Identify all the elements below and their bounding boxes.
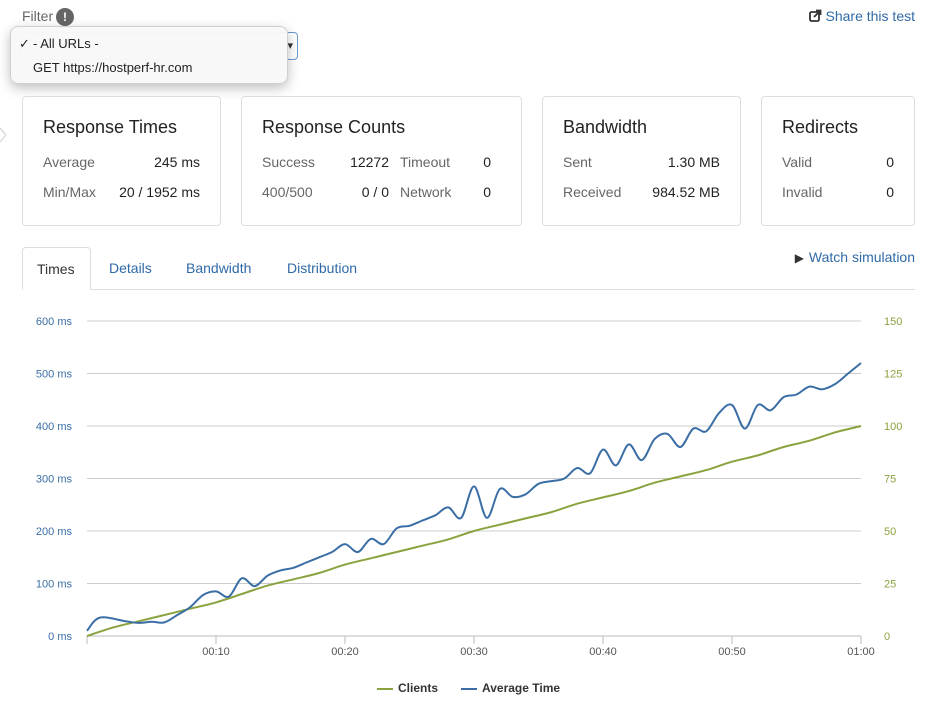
average-time-series-line (86, 362, 862, 632)
legend-item-average-time[interactable]: Average Time (461, 681, 560, 695)
bandwidth-card: Bandwidth Sent 1.30 MB Received 984.52 M… (542, 96, 741, 226)
y-right-tick-label: 50 (884, 526, 896, 538)
x-tick-label: 00:50 (718, 646, 746, 658)
invalid-label: Invalid (782, 184, 823, 200)
legend-label: Clients (398, 681, 439, 695)
tab-distribution[interactable]: Distribution (287, 260, 358, 276)
minmax-value: 20 / 1952 ms (119, 184, 200, 200)
x-tick-label: 00:40 (589, 646, 617, 658)
timeout-label: Timeout (400, 154, 451, 170)
play-icon: ▶ (794, 251, 804, 265)
tab-details[interactable]: Details (109, 260, 152, 276)
network-label: Network (400, 184, 452, 200)
dropdown-option-get-url[interactable]: GET https://hostperf-hr.com (11, 57, 287, 79)
card-title: Response Times (43, 117, 178, 137)
y-right-tick-label: 75 (884, 474, 896, 486)
response-times-card: Response Times Average 245 ms Min/Max 20… (22, 96, 221, 226)
network-value: 0 (483, 184, 491, 200)
collapse-caret-icon (0, 128, 6, 142)
x-tick-label: 00:30 (460, 646, 488, 658)
y-left-tick-label: 0 ms (48, 631, 72, 643)
response-counts-card: Response Counts Success 12272 Timeout 0 … (241, 96, 522, 226)
checkmark-icon: ✓ (19, 36, 30, 51)
valid-value: 0 (886, 154, 894, 170)
http-error-label: 400/500 (262, 184, 313, 200)
y-left-tick-label: 100 ms (36, 579, 73, 591)
x-tick-label: 01:00 (847, 646, 875, 658)
received-value: 984.52 MB (652, 184, 720, 200)
filter-label: Filter (22, 8, 54, 24)
y-left-tick-label: 300 ms (36, 474, 73, 486)
y-left-tick-label: 600 ms (36, 316, 73, 328)
card-title: Response Counts (262, 117, 406, 137)
chevron-down-icon: ▾ (287, 40, 293, 52)
average-value: 245 ms (154, 154, 200, 170)
x-tick-label: 00:20 (331, 646, 359, 658)
y-right-tick-label: 25 (884, 579, 896, 591)
share-label: Share this test (825, 8, 916, 24)
sent-label: Sent (563, 154, 592, 170)
y-right-tick-label: 0 (884, 631, 890, 643)
results-tabs: Times Details Bandwidth Distribution (22, 247, 915, 290)
x-tick-label: 00:10 (202, 646, 230, 658)
card-title: Bandwidth (563, 117, 648, 137)
legend-item-clients[interactable]: Clients (377, 681, 438, 695)
card-title: Redirects (782, 117, 859, 137)
dropdown-option-all-urls[interactable]: ✓ - All URLs - (11, 33, 287, 55)
redirects-card: Redirects Valid 0 Invalid 0 (761, 96, 915, 226)
share-test-link[interactable]: Share this test (808, 8, 916, 24)
invalid-value: 0 (886, 184, 894, 200)
y-left-tick-label: 500 ms (36, 369, 73, 381)
valid-label: Valid (782, 154, 813, 170)
y-right-tick-label: 125 (884, 369, 902, 381)
minmax-label: Min/Max (43, 184, 96, 200)
dropdown-option-label: GET https://hostperf-hr.com (33, 60, 193, 75)
http-error-value: 0 / 0 (361, 184, 389, 200)
y-left-tick-label: 200 ms (36, 526, 73, 538)
legend-label: Average Time (482, 681, 561, 695)
received-label: Received (563, 184, 622, 200)
share-icon (808, 9, 822, 24)
y-right-tick-label: 150 (884, 316, 902, 328)
timeout-value: 0 (483, 154, 491, 170)
success-value: 12272 (350, 154, 389, 170)
y-left-tick-label: 400 ms (36, 421, 73, 433)
legend-swatch-average-time (461, 687, 477, 690)
watch-simulation-label: Watch simulation (808, 249, 915, 265)
success-label: Success (262, 154, 315, 170)
legend-swatch-clients (377, 687, 393, 690)
sent-value: 1.30 MB (667, 154, 720, 170)
average-label: Average (43, 154, 95, 170)
url-filter-dropdown: ✓ - All URLs - GET https://hostperf-hr.c… (10, 26, 288, 84)
clients-series-line (86, 425, 862, 637)
watch-simulation-link[interactable]: ▶ Watch simulation (795, 249, 915, 265)
y-right-tick-label: 100 (884, 421, 902, 433)
info-icon[interactable]: ! (56, 8, 74, 26)
dropdown-option-label: - All URLs - (33, 36, 99, 51)
tab-bandwidth[interactable]: Bandwidth (186, 260, 252, 276)
tab-times[interactable]: Times (22, 247, 91, 290)
